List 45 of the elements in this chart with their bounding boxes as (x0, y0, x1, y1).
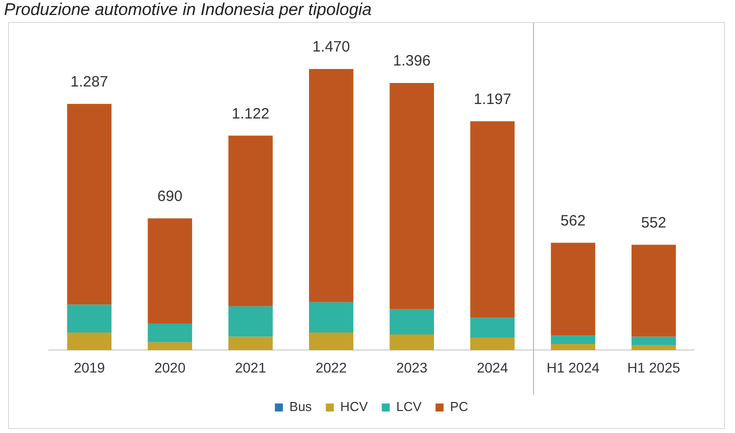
annotation: 1.287 (70, 74, 108, 91)
x-tick-label: H1 2025 (627, 359, 680, 376)
x-tick-label: 2019 (74, 359, 106, 376)
legend-label: LCV (396, 399, 422, 414)
chart-title: Produzione automotive in Indonesia per tipologia (3, 0, 373, 21)
bar (390, 83, 434, 310)
x-tick-label: 2022 (316, 359, 347, 376)
bar (632, 345, 676, 350)
bar (550, 242, 596, 336)
bar (390, 334, 434, 350)
x-tick-label: 2024 (476, 359, 508, 376)
bar (309, 332, 354, 350)
annotation: 552 (641, 214, 666, 232)
bar (67, 104, 112, 305)
annotation: 1.122 (232, 105, 270, 122)
bar (470, 338, 515, 350)
legend-label: HCV (340, 399, 368, 414)
annotation: 1.396 (393, 52, 431, 70)
bar (550, 336, 596, 344)
x-tick-label: 2023 (396, 359, 428, 376)
bar (228, 306, 273, 337)
annotation: 690 (157, 188, 182, 205)
x-tick-label: 2021 (234, 359, 266, 376)
annotation: 1.197 (474, 90, 512, 108)
annotation: 1.470 (312, 38, 350, 56)
bar (632, 336, 676, 346)
bar (67, 304, 112, 332)
bar (309, 69, 354, 302)
x-tick-label: 2020 (154, 359, 186, 376)
bar (550, 344, 596, 350)
bar (148, 342, 192, 350)
annotation: 562 (560, 212, 586, 230)
bar (470, 318, 515, 338)
bar (632, 244, 676, 337)
legend-label: PC (450, 399, 468, 414)
bar (148, 218, 192, 324)
bar (309, 302, 354, 332)
bar (470, 121, 515, 318)
bar (228, 136, 273, 306)
legend-label: Bus (289, 399, 312, 414)
bar (67, 332, 112, 350)
bar (390, 309, 434, 334)
bar (228, 336, 273, 350)
x-tick-label: H1 2024 (546, 359, 600, 376)
bar (148, 323, 192, 342)
